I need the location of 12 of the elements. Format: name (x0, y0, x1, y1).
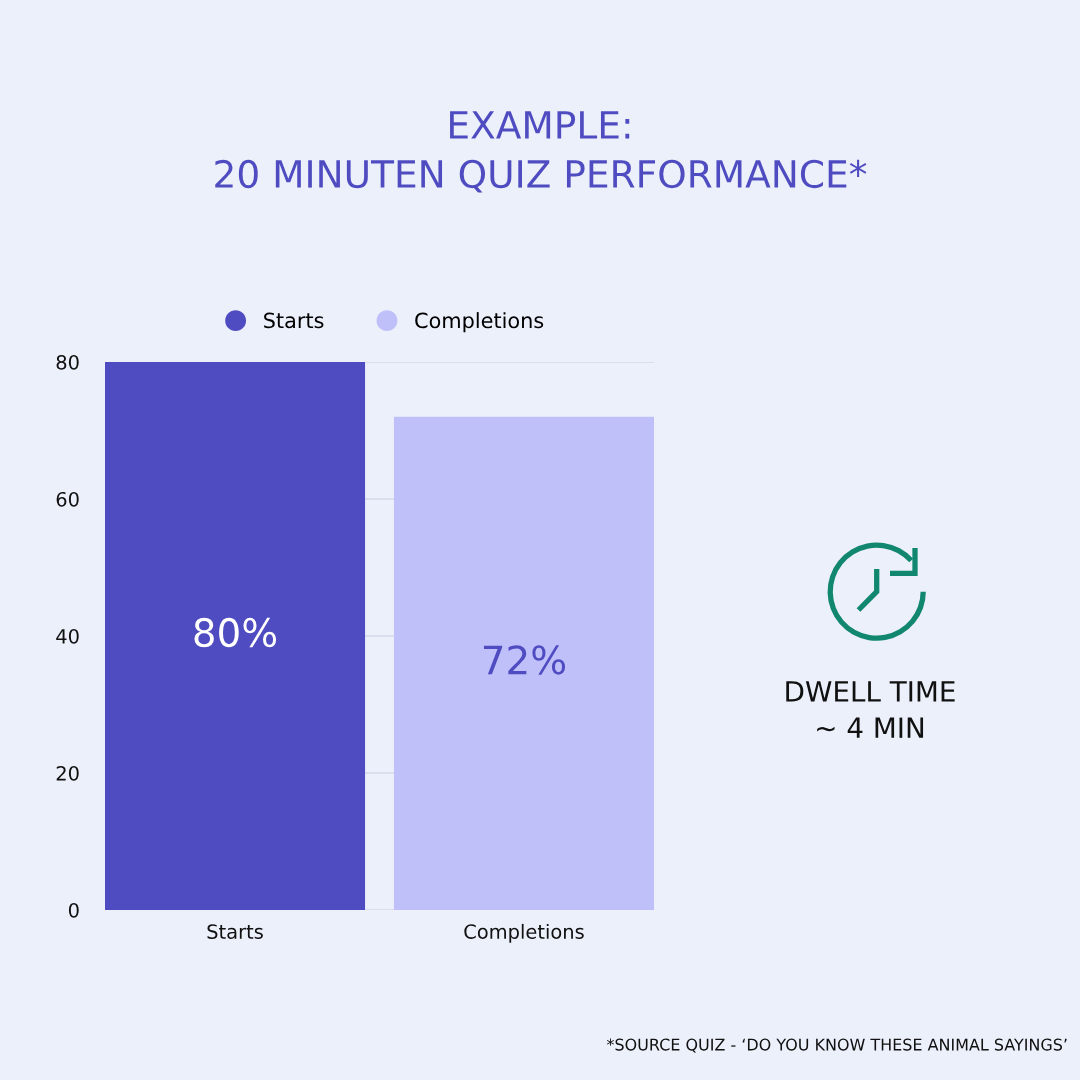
legend-label: Completions (415, 312, 544, 333)
data-label: 72% (483, 645, 566, 675)
text: *SOURCE QUIZ - ‘DO YOU KNOW THESE ANIMAL SAYINGS’ (606, 1038, 1067, 1053)
y-tick-label: 0 (68, 902, 79, 918)
text: DWELL TIME ~ 4 MIN (786, 681, 955, 738)
legend-label: Starts (264, 312, 324, 329)
y-tick-label: 40 (56, 628, 79, 644)
y-tick-label: 80 (56, 354, 79, 370)
data-label: 80% (194, 617, 277, 648)
y-tick-label: 60 (56, 491, 79, 507)
y-tick-label: 20 (56, 765, 79, 781)
chart-title: EXAMPLE: 20 MINUTEN QUIZ PERFORMANCE* (215, 111, 867, 193)
